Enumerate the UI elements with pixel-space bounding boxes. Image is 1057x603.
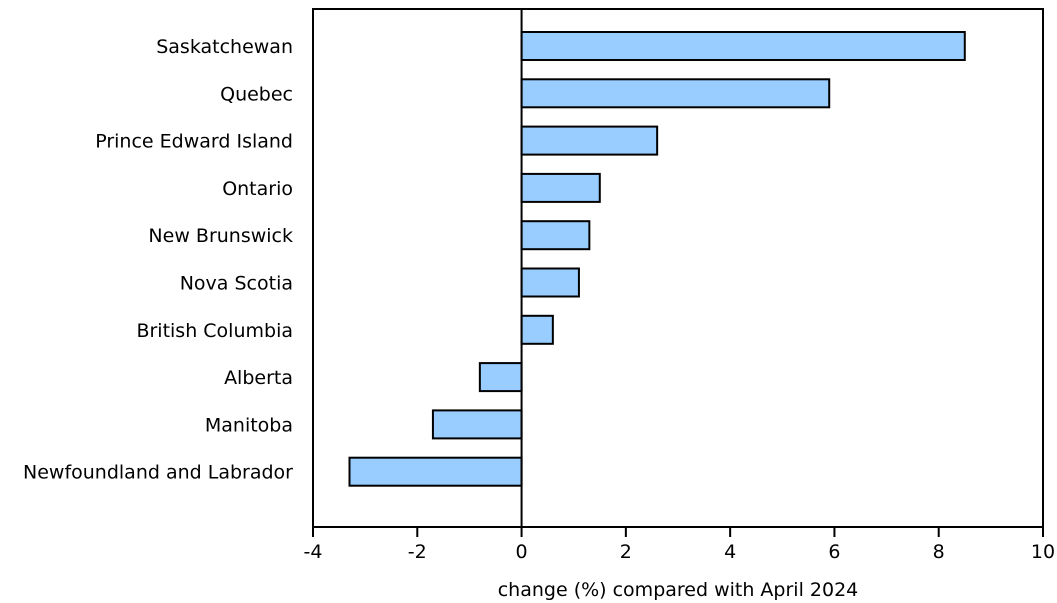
category-label: Newfoundland and Labrador	[23, 462, 293, 484]
bar	[478, 362, 523, 393]
bar	[520, 78, 831, 109]
x-axis-title: change (%) compared with April 2024	[498, 579, 859, 601]
category-labels: Saskatchewan Quebec Prince Edward Island On…	[23, 36, 293, 484]
x-tick-label: 8	[933, 541, 945, 563]
category-label: Quebec	[220, 83, 293, 105]
bar	[520, 172, 601, 203]
x-tick-label: -2	[408, 541, 427, 563]
category-label: Manitoba	[205, 414, 293, 436]
bar	[520, 267, 580, 298]
bar	[348, 456, 523, 487]
x-tick-label: 0	[516, 541, 528, 563]
x-tick-label: 4	[724, 541, 736, 563]
x-tick-label: -4	[304, 541, 323, 563]
bars-group	[348, 31, 966, 487]
x-tick-label: 2	[620, 541, 632, 563]
category-label: Saskatchewan	[156, 36, 293, 58]
bar	[520, 220, 591, 251]
category-label: Prince Edward Island	[95, 131, 293, 153]
bar	[520, 125, 659, 156]
bar	[520, 31, 966, 61]
category-label: British Columbia	[136, 320, 293, 342]
category-label: Alberta	[224, 367, 293, 389]
bar	[520, 314, 554, 345]
bar	[431, 409, 523, 440]
x-tick-label: 10	[1031, 541, 1055, 563]
plot-frame	[312, 8, 1044, 528]
category-label: Ontario	[222, 178, 293, 200]
category-label: Nova Scotia	[180, 273, 293, 295]
x-ticks: -4 -2 0 2 4 6 8 10	[304, 527, 1055, 563]
x-tick-label: 6	[828, 541, 840, 563]
category-label: New Brunswick	[148, 225, 293, 247]
